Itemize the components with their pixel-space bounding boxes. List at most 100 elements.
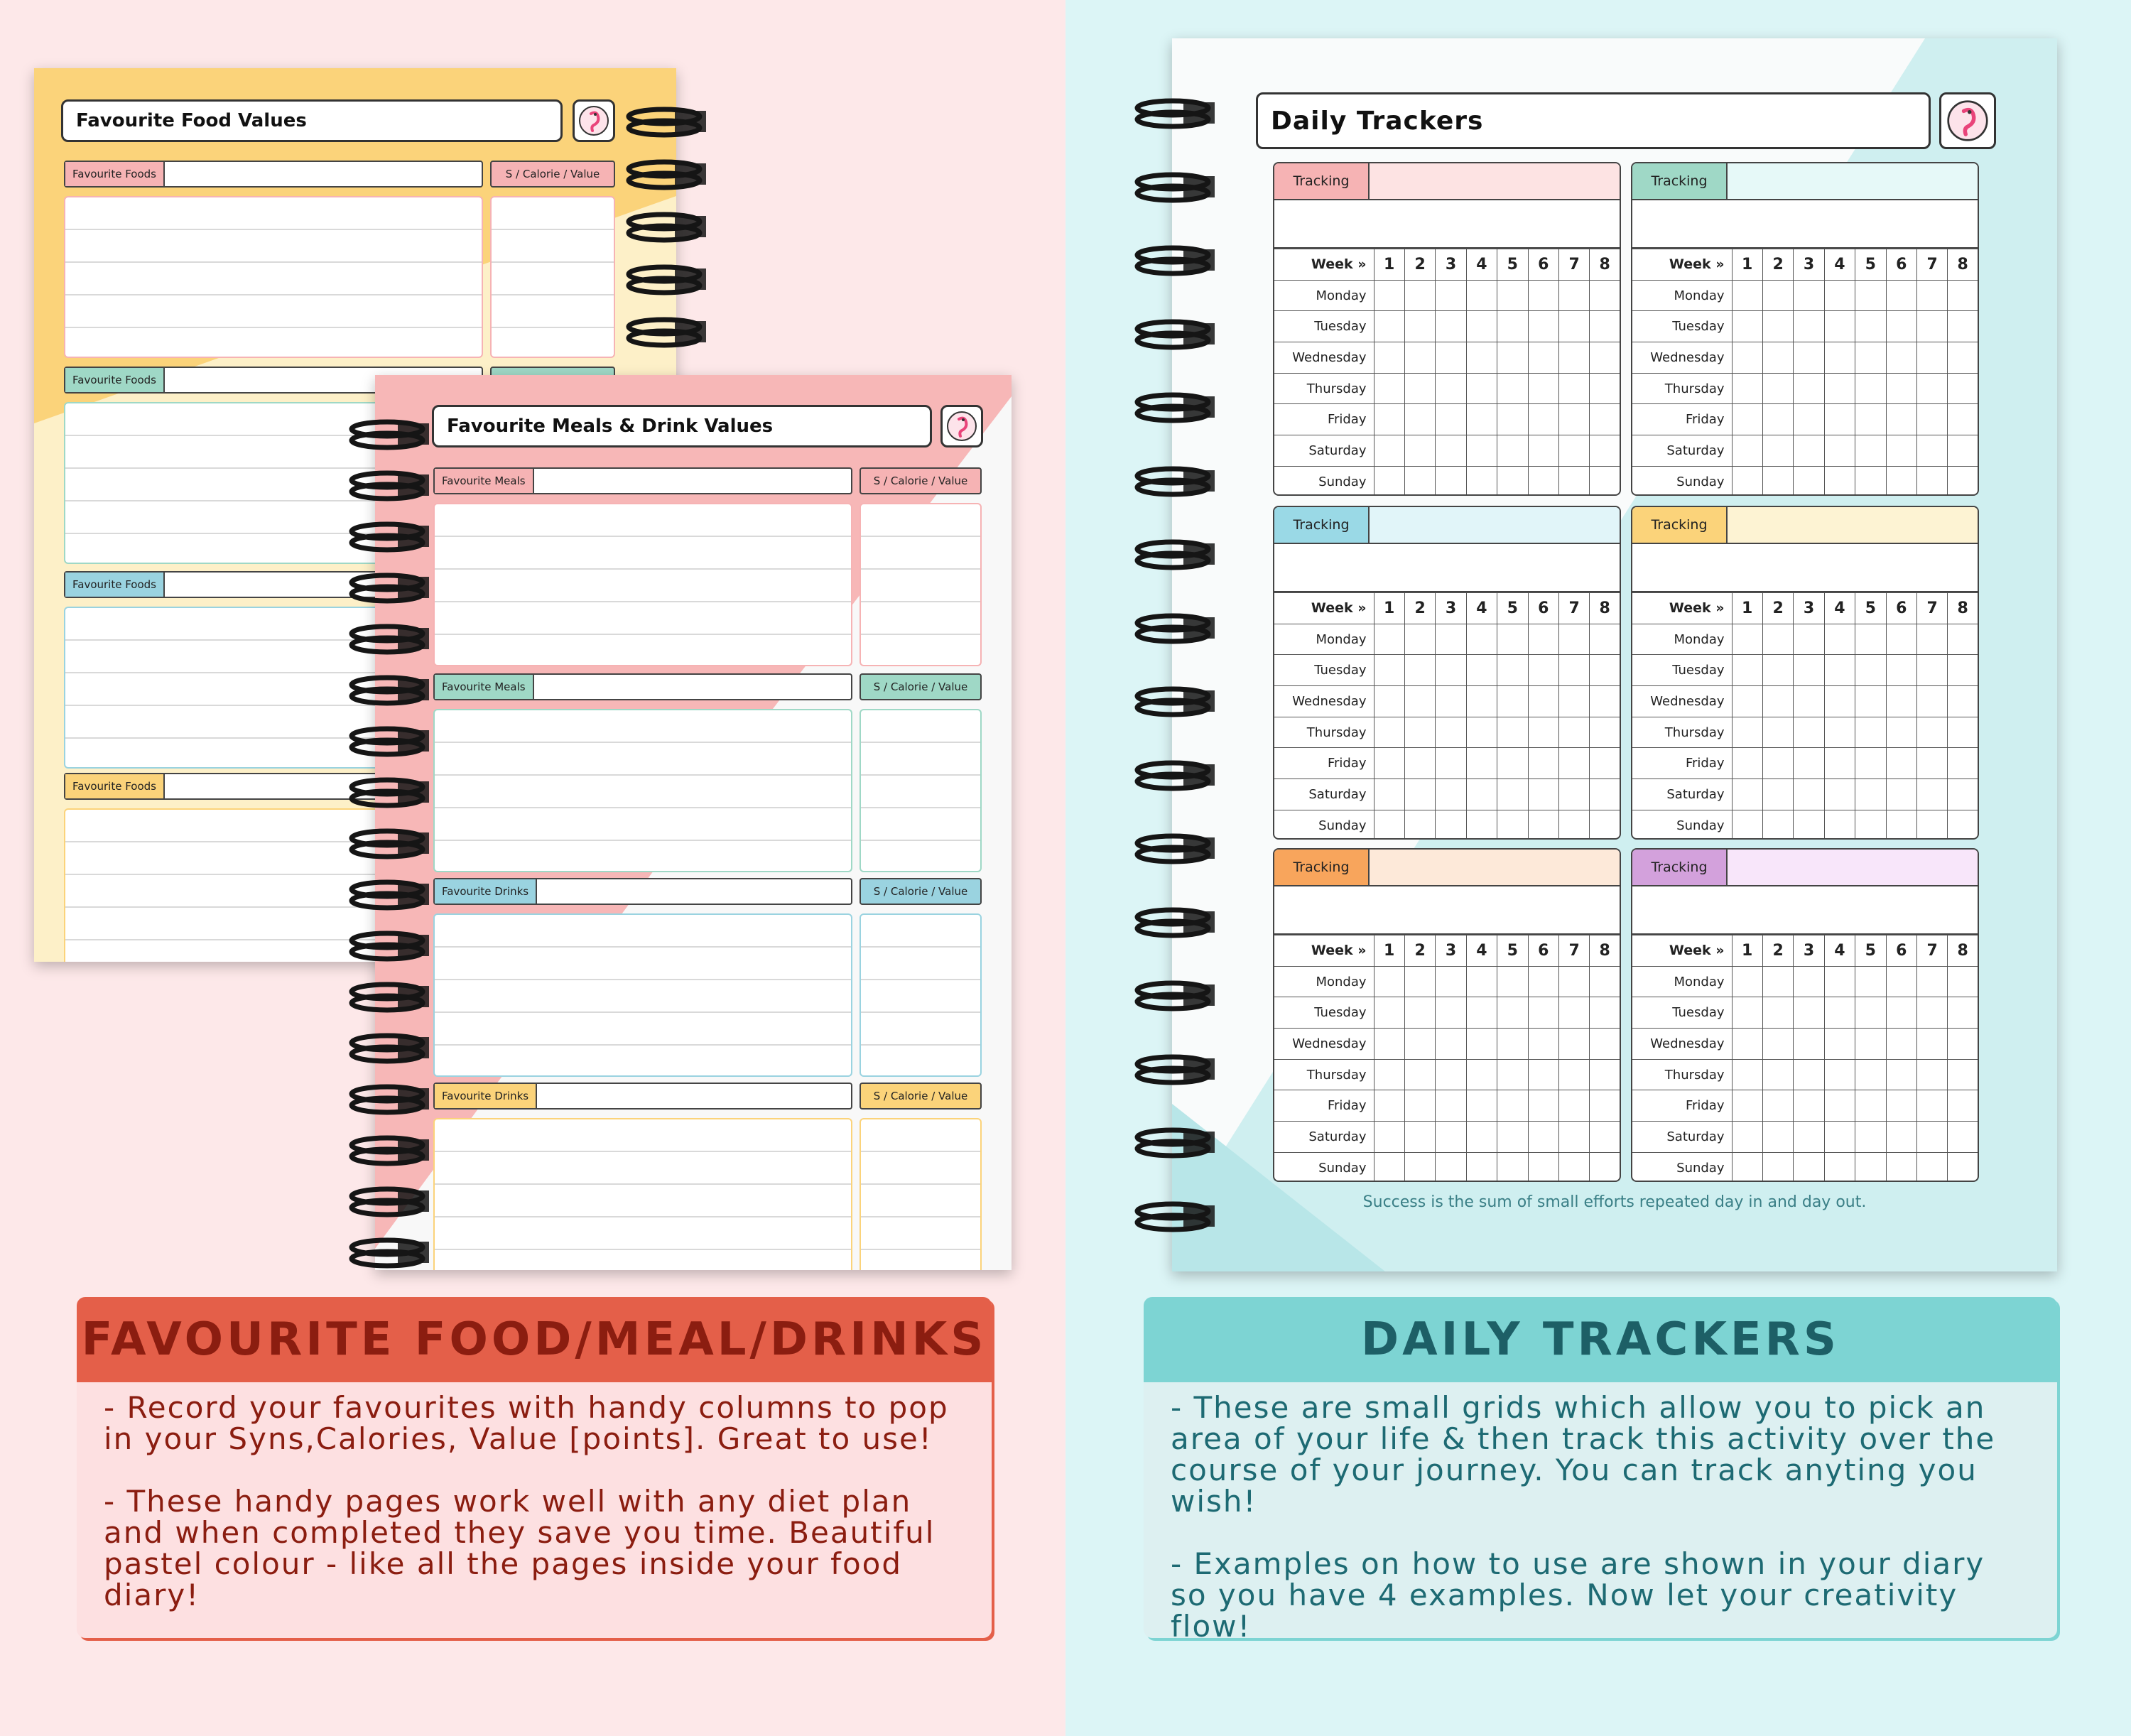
tracker-cell[interactable] — [1465, 685, 1498, 717]
tracker-cell[interactable] — [1916, 465, 1948, 494]
tracker-cell[interactable] — [1589, 716, 1620, 749]
tracker-cell[interactable] — [1793, 1121, 1825, 1153]
tracker-cell[interactable] — [1885, 747, 1917, 780]
tracker-cell[interactable] — [1823, 1121, 1856, 1153]
entry-lines[interactable] — [64, 196, 483, 358]
tracker-cell[interactable] — [1558, 623, 1590, 656]
tracker-cell[interactable] — [1465, 965, 1498, 998]
tracker-cell[interactable] — [1527, 779, 1559, 810]
tracker-cell[interactable] — [1731, 1121, 1763, 1153]
tracker-cell[interactable] — [1731, 1090, 1763, 1122]
tracker-cell[interactable] — [1527, 310, 1559, 343]
tracker-cell[interactable] — [1731, 779, 1763, 810]
tracker-cell[interactable] — [1558, 716, 1590, 749]
tracking-notes-field[interactable] — [1274, 200, 1620, 249]
tracker-cell[interactable] — [1855, 997, 1887, 1029]
tracker-cell[interactable] — [1404, 809, 1436, 838]
tracker-cell[interactable] — [1885, 716, 1917, 749]
tracker-cell[interactable] — [1947, 1090, 1978, 1122]
tracker-cell[interactable] — [1762, 1058, 1794, 1091]
tracker-cell[interactable] — [1916, 435, 1948, 467]
tracker-cell[interactable] — [1558, 465, 1590, 494]
tracker-cell[interactable] — [1404, 1028, 1436, 1060]
tracker-cell[interactable] — [1404, 435, 1436, 467]
tracker-cell[interactable] — [1435, 279, 1467, 312]
tracker-cell[interactable] — [1793, 403, 1825, 436]
tracker-cell[interactable] — [1947, 685, 1978, 717]
tracker-cell[interactable] — [1558, 342, 1590, 374]
tracker-cell[interactable] — [1497, 965, 1529, 998]
tracker-cell[interactable] — [1855, 1028, 1887, 1060]
tracker-cell[interactable] — [1465, 279, 1498, 312]
tracker-cell[interactable] — [1947, 809, 1978, 838]
tracker-cell[interactable] — [1916, 1090, 1948, 1122]
tracker-cell[interactable] — [1947, 747, 1978, 780]
tracker-cell[interactable] — [1558, 1090, 1590, 1122]
tracker-cell[interactable] — [1527, 342, 1559, 374]
tracker-cell[interactable] — [1373, 342, 1405, 374]
tracker-cell[interactable] — [1497, 809, 1529, 838]
tracker-cell[interactable] — [1731, 623, 1763, 656]
tracker-cell[interactable] — [1947, 342, 1978, 374]
tracker-cell[interactable] — [1823, 435, 1856, 467]
tracker-cell[interactable] — [1793, 747, 1825, 780]
tracker-cell[interactable] — [1885, 1121, 1917, 1153]
tracker-cell[interactable] — [1855, 654, 1887, 687]
tracker-cell[interactable] — [1916, 779, 1948, 810]
tracker-cell[interactable] — [1762, 1121, 1794, 1153]
tracker-cell[interactable] — [1465, 997, 1498, 1029]
tracker-cell[interactable] — [1793, 342, 1825, 374]
tracker-cell[interactable] — [1731, 716, 1763, 749]
tracker-cell[interactable] — [1793, 654, 1825, 687]
tracker-cell[interactable] — [1527, 465, 1559, 494]
tracker-cell[interactable] — [1435, 716, 1467, 749]
tracker-cell[interactable] — [1435, 435, 1467, 467]
tracker-cell[interactable] — [1373, 997, 1405, 1029]
tracker-cell[interactable] — [1855, 1090, 1887, 1122]
tracker-cell[interactable] — [1497, 779, 1529, 810]
tracker-cell[interactable] — [1916, 310, 1948, 343]
tracker-cell[interactable] — [1793, 716, 1825, 749]
tracker-cell[interactable] — [1465, 1058, 1498, 1091]
tracker-cell[interactable] — [1589, 1121, 1620, 1153]
tracker-cell[interactable] — [1855, 279, 1887, 312]
tracker-cell[interactable] — [1855, 716, 1887, 749]
tracker-cell[interactable] — [1497, 403, 1529, 436]
tracker-cell[interactable] — [1435, 654, 1467, 687]
tracking-notes-field[interactable] — [1274, 544, 1620, 592]
tracker-cell[interactable] — [1885, 465, 1917, 494]
tracking-title-field[interactable] — [1728, 163, 1978, 199]
tracker-cell[interactable] — [1855, 623, 1887, 656]
tracker-cell[interactable] — [1435, 372, 1467, 405]
tracker-cell[interactable] — [1916, 716, 1948, 749]
tracker-cell[interactable] — [1855, 1151, 1887, 1181]
entry-lines[interactable] — [433, 709, 852, 872]
tracker-cell[interactable] — [1465, 809, 1498, 838]
tracker-cell[interactable] — [1762, 654, 1794, 687]
tracking-title-field[interactable] — [1728, 507, 1978, 543]
tracker-cell[interactable] — [1527, 747, 1559, 780]
tracker-cell[interactable] — [1527, 279, 1559, 312]
tracker-cell[interactable] — [1916, 809, 1948, 838]
tracker-cell[interactable] — [1947, 1028, 1978, 1060]
tracker-cell[interactable] — [1731, 465, 1763, 494]
tracker-cell[interactable] — [1762, 1028, 1794, 1060]
tracker-cell[interactable] — [1497, 279, 1529, 312]
tracker-cell[interactable] — [1823, 997, 1856, 1029]
tracker-cell[interactable] — [1373, 1058, 1405, 1091]
tracker-cell[interactable] — [1855, 435, 1887, 467]
tracker-cell[interactable] — [1527, 435, 1559, 467]
tracker-cell[interactable] — [1404, 342, 1436, 374]
tracker-cell[interactable] — [1558, 435, 1590, 467]
tracker-cell[interactable] — [1527, 1090, 1559, 1122]
tracker-cell[interactable] — [1435, 747, 1467, 780]
tracker-cell[interactable] — [1404, 623, 1436, 656]
tracker-cell[interactable] — [1855, 779, 1887, 810]
tracker-cell[interactable] — [1885, 435, 1917, 467]
tracker-cell[interactable] — [1731, 403, 1763, 436]
tracker-cell[interactable] — [1404, 465, 1436, 494]
tracker-cell[interactable] — [1731, 1151, 1763, 1181]
tracker-cell[interactable] — [1497, 716, 1529, 749]
tracker-cell[interactable] — [1793, 372, 1825, 405]
tracker-cell[interactable] — [1916, 372, 1948, 405]
